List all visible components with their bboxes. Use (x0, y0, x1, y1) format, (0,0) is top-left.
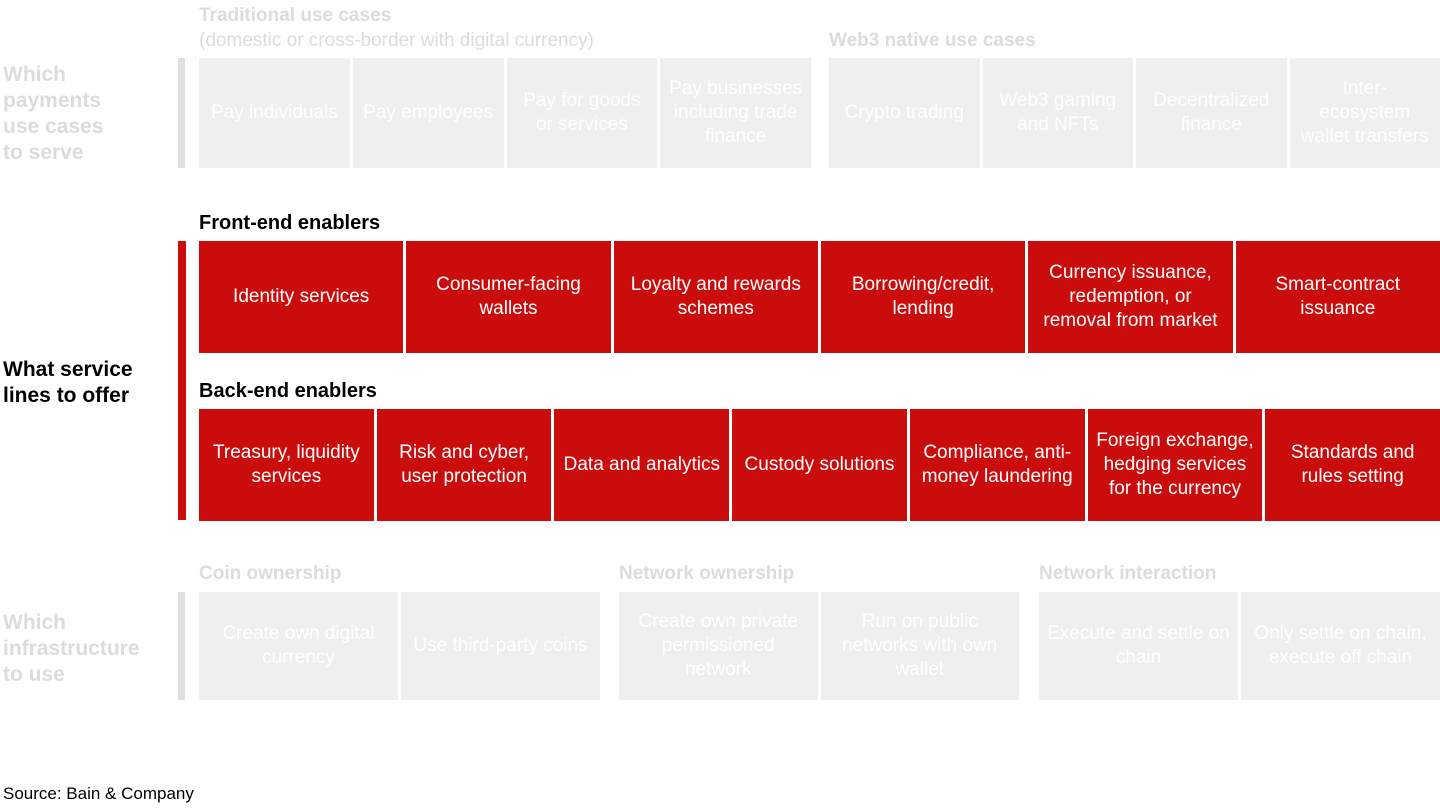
accent-bar-service-lines (178, 241, 186, 520)
coin-ownership-title: Coin ownership (199, 563, 342, 584)
service-box: Treasury, liquidity services (199, 409, 374, 521)
side-label-use-cases: Which payments use cases to serve (3, 63, 104, 164)
infrastructure-box: Only settle on chain, execute off chain (1241, 592, 1440, 700)
use-case-box: Crypto trading (829, 58, 980, 168)
front-end-title: Front-end enablers (199, 212, 381, 234)
use-case-box: Pay individuals (199, 58, 350, 168)
use-case-box: Decentralized finance (1136, 58, 1287, 168)
traditional-subtitle: (domestic or cross-border with digital c… (199, 30, 594, 51)
source-note: Source: Bain & Company (3, 784, 194, 803)
infrastructure-box: Use third-party coins (401, 592, 600, 700)
service-box: Consumer-facing wallets (406, 241, 611, 353)
service-box: Borrowing/credit, lending (820, 241, 1026, 353)
service-box: Standards and rules setting (1265, 409, 1440, 521)
back-end-title: Back-end enablers (199, 380, 377, 402)
use-case-box: Inter-ecosystem wallet transfers (1289, 58, 1440, 168)
service-box: Loyalty and rewards schemes (613, 241, 818, 353)
use-case-box: Pay for goods or services (506, 58, 658, 168)
side-label-service-lines: What service lines to offer (3, 358, 133, 407)
infrastructure-box: Execute and settle on chain (1039, 592, 1238, 700)
service-box: Risk and cyber, user protection (376, 409, 552, 521)
service-box: Custody solutions (732, 409, 907, 521)
infrastructure-box: Run on public networks with own wallet (820, 592, 1019, 700)
use-case-box: Pay employees (352, 58, 504, 168)
traditional-box-row: Pay individuals Pay employees Pay for go… (199, 58, 811, 168)
web3-box-row: Crypto trading Web3 gaming and NFTs Dece… (829, 58, 1440, 168)
front-end-box-row: Identity services Consumer-facing wallet… (199, 241, 1440, 353)
service-box: Identity services (199, 241, 404, 353)
side-label-infrastructure: Which infrastructure to use (3, 611, 140, 686)
use-case-box: Web3 gaming and NFTs (982, 58, 1133, 168)
service-box: Smart-contract issuance (1235, 241, 1440, 353)
network-interaction-title: Network interaction (1039, 563, 1217, 584)
network-ownership-box-row: Create own private permissioned network … (619, 592, 1019, 700)
web3-title: Web3 native use cases (829, 30, 1036, 51)
network-ownership-title: Network ownership (619, 563, 795, 584)
infrastructure-box: Create own private permissioned network (619, 592, 818, 700)
service-box: Currency issuance, redemption, or remova… (1028, 241, 1233, 353)
back-end-box-row: Treasury, liquidity services Risk and cy… (199, 409, 1440, 521)
service-box: Data and analytics (554, 409, 730, 521)
network-interaction-box-row: Execute and settle on chain Only settle … (1039, 592, 1440, 700)
traditional-title: Traditional use cases (199, 5, 392, 26)
use-case-box: Pay businesses including trade finance (660, 58, 811, 168)
infrastructure-box: Create own digital currency (199, 592, 398, 700)
accent-bar-infrastructure (178, 592, 185, 700)
accent-bar-use-cases (178, 58, 185, 168)
service-box: Compliance, anti-money laundering (909, 409, 1085, 521)
service-box: Foreign exchange, hedging services for t… (1087, 409, 1263, 521)
coin-ownership-box-row: Create own digital currency Use third-pa… (199, 592, 600, 700)
traditional-group-header: Traditional use cases (domestic or cross… (199, 3, 594, 53)
